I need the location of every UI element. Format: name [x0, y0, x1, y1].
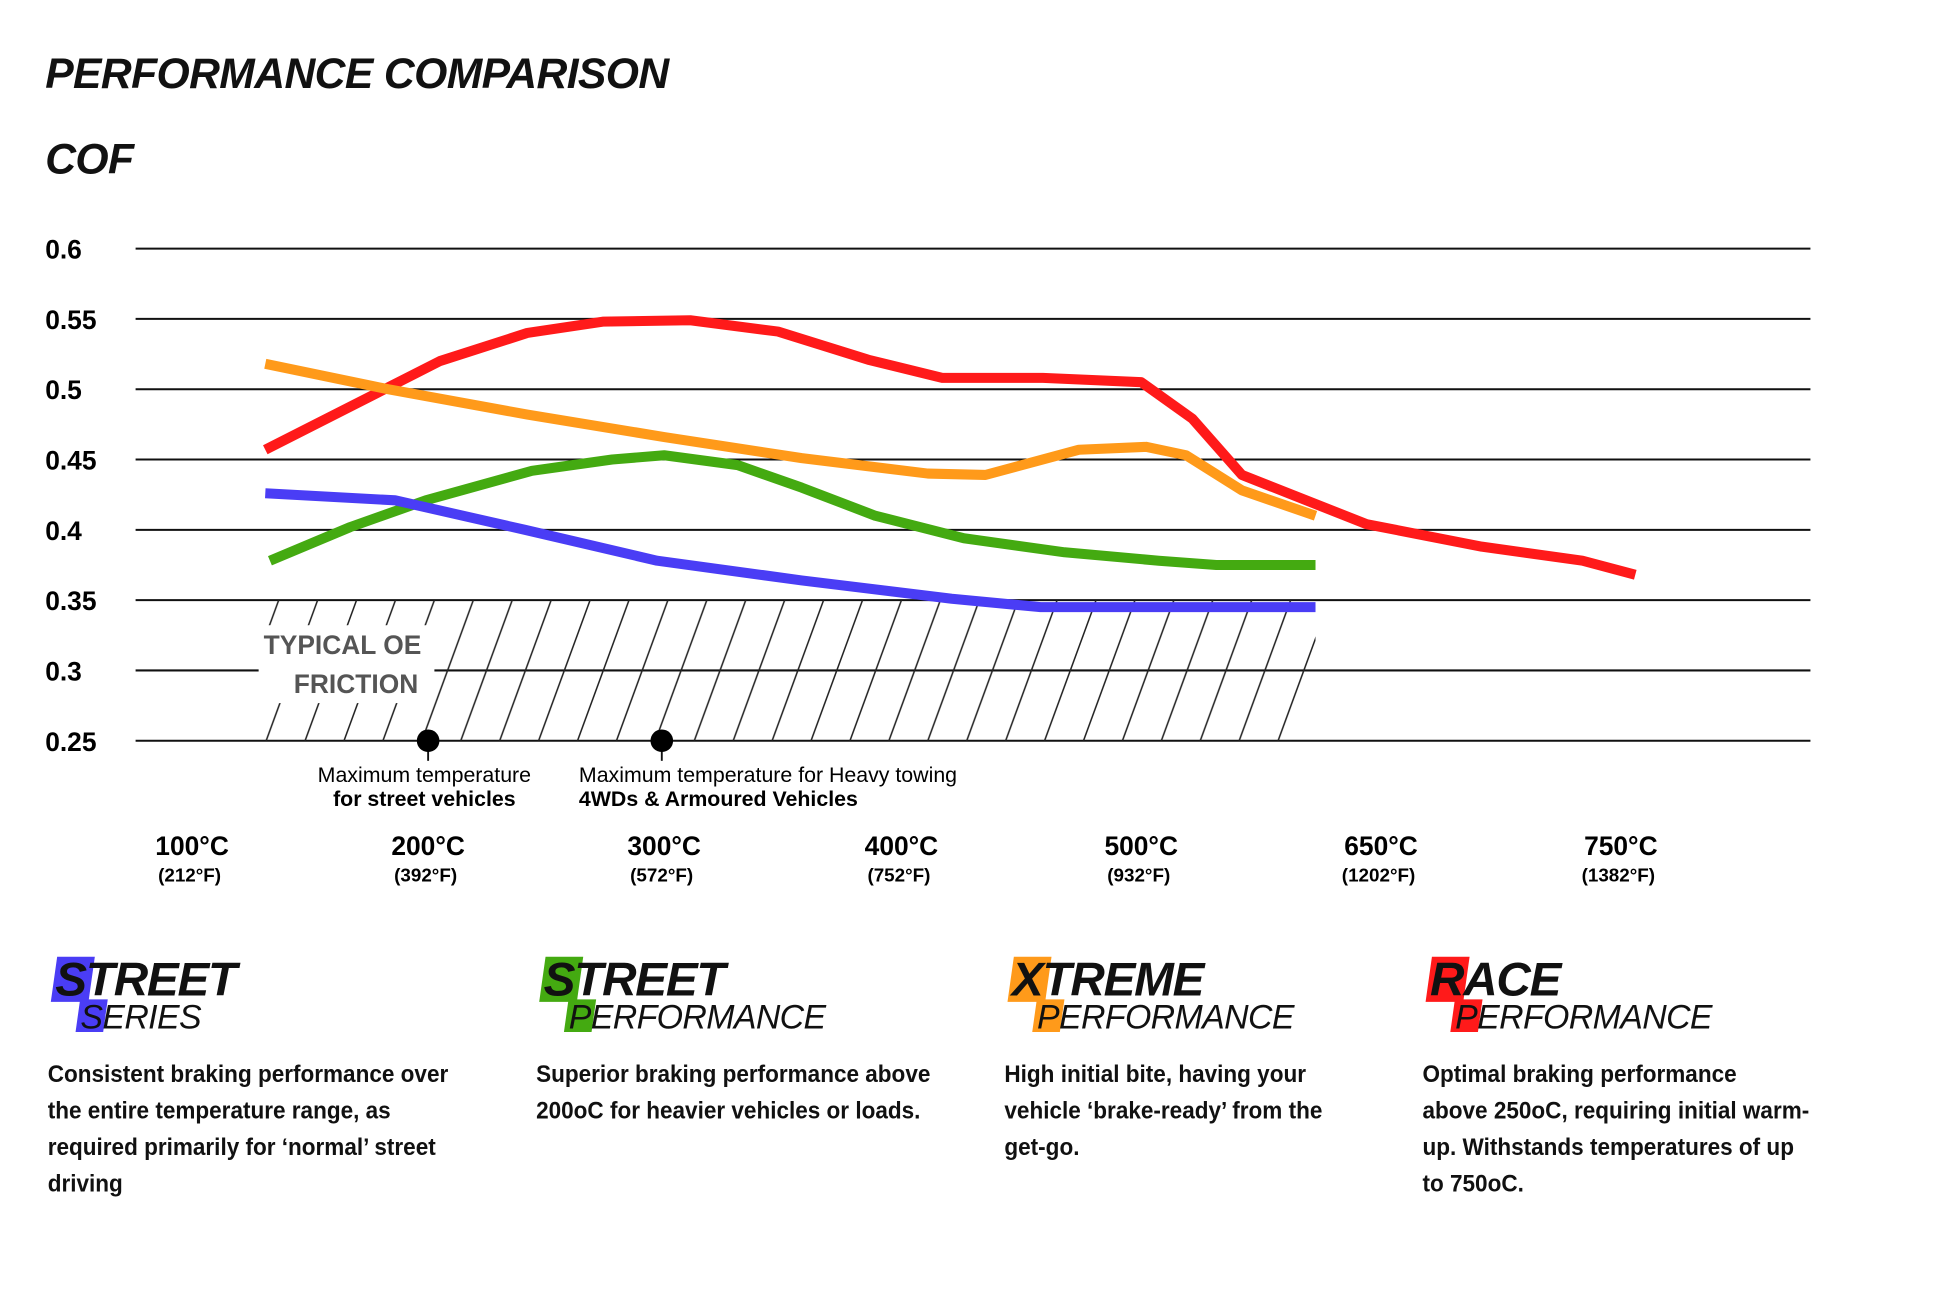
logo-subtitle: PERFORMANCE	[568, 998, 826, 1036]
x-tick-sublabel: (212°F)	[158, 864, 221, 885]
logo-subtitle: SERIES	[80, 998, 201, 1036]
series-line-1	[264, 358, 1318, 521]
description-line: 200oC for heavier vehicles or loads.	[536, 1097, 921, 1125]
y-tick-label: 0.3	[45, 656, 82, 686]
description-line: the entire temperature range, as	[47, 1097, 391, 1125]
y-tick-label: 0.4	[45, 516, 82, 546]
x-tick-sublabel: (1202°F)	[1342, 864, 1415, 885]
region-label-line2: FRICTION	[294, 669, 418, 699]
description-line: Consistent braking performance over	[47, 1060, 449, 1089]
logo-title: STREET	[543, 954, 726, 1007]
description-line: High initial bite, having your	[1004, 1060, 1306, 1089]
logo-subtitle: PERFORMANCE	[1455, 998, 1712, 1036]
series-line-0	[263, 315, 1637, 580]
annotation-marker	[650, 729, 674, 753]
x-tick-label: 400°C	[865, 831, 939, 861]
y-tick-label: 0.55	[45, 305, 96, 335]
description-line: above 250oC, requiring initial warm-	[1422, 1097, 1810, 1125]
x-tick-sublabel: (572°F)	[630, 864, 693, 885]
annotation-line2: for street vehicles	[333, 787, 516, 811]
annotation-line2: 4WDs & Armoured Vehicles	[579, 787, 858, 811]
x-tick-label: 200°C	[391, 831, 465, 861]
description-line: Optimal braking performance	[1422, 1060, 1737, 1089]
y-tick-label: 0.6	[45, 235, 82, 265]
x-tick-label: 500°C	[1104, 831, 1178, 861]
x-tick-sublabel: (1382°F)	[1582, 864, 1655, 885]
annotation-line1: Maximum temperature	[318, 763, 531, 787]
series-line-3	[265, 488, 1316, 613]
annotation-line1: Maximum temperature for Heavy towing	[579, 763, 957, 787]
x-tick-label: 750°C	[1584, 831, 1658, 861]
logo-title: XTREME	[1011, 954, 1205, 1007]
page-title: PERFORMANCE COMPARISON	[45, 50, 669, 98]
logo-subtitle: PERFORMANCE	[1037, 998, 1294, 1036]
region-label-bg	[258, 625, 435, 704]
description-line: vehicle ‘brake-ready’ from the	[1004, 1097, 1323, 1125]
y-tick-label: 0.45	[45, 446, 96, 476]
region-label-line1: TYPICAL OE	[264, 630, 422, 660]
x-tick-label: 300°C	[627, 831, 701, 861]
description-line: Superior braking performance above	[536, 1060, 931, 1089]
y-tick-label: 0.25	[45, 727, 96, 757]
logo-title: STREET	[55, 954, 237, 1007]
x-tick-sublabel: (392°F)	[394, 864, 457, 885]
series-line-2	[267, 450, 1316, 570]
product-description: High initial bite, having your vehicle ‘b…	[1004, 1057, 1322, 1166]
description-line: up. Withstands temperatures of up	[1422, 1133, 1794, 1162]
description-line: to 750oC.	[1422, 1170, 1524, 1198]
description-line: driving	[47, 1170, 123, 1198]
x-tick-label: 100°C	[155, 831, 229, 861]
y-axis-label: COF	[45, 135, 134, 184]
description-line: required primarily for ‘normal’ street	[47, 1133, 436, 1162]
y-tick-label: 0.5	[45, 375, 82, 405]
x-tick-sublabel: (932°F)	[1107, 864, 1170, 885]
x-tick-sublabel: (752°F)	[867, 864, 930, 885]
y-tick-label: 0.35	[45, 586, 96, 616]
annotation-marker	[416, 729, 440, 753]
logo-title: RACE	[1430, 954, 1561, 1007]
description-line: get-go.	[1004, 1133, 1080, 1162]
product-description: Superior braking performance above 200oC …	[536, 1057, 930, 1130]
typical-oe-friction-region	[265, 600, 1316, 741]
product-description: Optimal braking performance above 250oC, …	[1422, 1057, 1809, 1203]
x-tick-label: 650°C	[1344, 831, 1418, 861]
product-description: Consistent braking performance over the e…	[48, 1057, 449, 1203]
